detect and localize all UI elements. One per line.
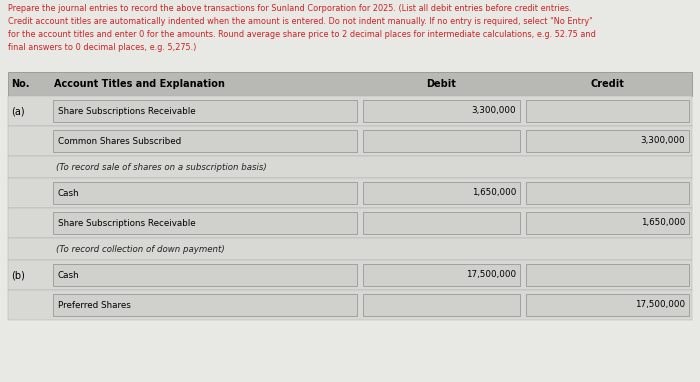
Text: Credit account titles are automatically indented when the amount is entered. Do : Credit account titles are automatically … [8, 17, 593, 26]
FancyBboxPatch shape [363, 130, 520, 152]
FancyBboxPatch shape [8, 260, 692, 290]
FancyBboxPatch shape [8, 72, 692, 96]
Text: Preferred Shares: Preferred Shares [58, 301, 131, 309]
FancyBboxPatch shape [8, 290, 692, 320]
FancyBboxPatch shape [53, 264, 357, 286]
FancyBboxPatch shape [363, 294, 520, 316]
Text: (b): (b) [11, 270, 25, 280]
FancyBboxPatch shape [526, 264, 689, 286]
FancyBboxPatch shape [8, 126, 692, 156]
FancyBboxPatch shape [526, 130, 689, 152]
Text: Share Subscriptions Receivable: Share Subscriptions Receivable [58, 107, 195, 115]
Text: 1,650,000: 1,650,000 [640, 219, 685, 228]
FancyBboxPatch shape [363, 264, 520, 286]
FancyBboxPatch shape [53, 130, 357, 152]
Text: 17,500,000: 17,500,000 [635, 301, 685, 309]
Text: for the account titles and enter 0 for the amounts. Round average share price to: for the account titles and enter 0 for t… [8, 30, 596, 39]
FancyBboxPatch shape [363, 212, 520, 234]
Text: (a): (a) [11, 106, 25, 116]
Text: Cash: Cash [58, 270, 80, 280]
FancyBboxPatch shape [8, 178, 692, 208]
Text: (To record collection of down payment): (To record collection of down payment) [56, 244, 225, 254]
Text: Share Subscriptions Receivable: Share Subscriptions Receivable [58, 219, 195, 228]
FancyBboxPatch shape [53, 294, 357, 316]
FancyBboxPatch shape [526, 294, 689, 316]
Text: 3,300,000: 3,300,000 [640, 136, 685, 146]
FancyBboxPatch shape [363, 182, 520, 204]
Text: Debit: Debit [426, 79, 456, 89]
Text: 1,650,000: 1,650,000 [472, 188, 516, 197]
Text: Account Titles and Explanation: Account Titles and Explanation [54, 79, 225, 89]
FancyBboxPatch shape [8, 96, 692, 126]
FancyBboxPatch shape [53, 100, 357, 122]
FancyBboxPatch shape [53, 212, 357, 234]
Text: Cash: Cash [58, 188, 80, 197]
FancyBboxPatch shape [526, 182, 689, 204]
FancyBboxPatch shape [53, 182, 357, 204]
FancyBboxPatch shape [526, 212, 689, 234]
Text: (To record sale of shares on a subscription basis): (To record sale of shares on a subscript… [56, 162, 267, 172]
Text: Prepare the journal entries to record the above transactions for Sunland Corpora: Prepare the journal entries to record th… [8, 4, 571, 13]
Text: Common Shares Subscribed: Common Shares Subscribed [58, 136, 181, 146]
FancyBboxPatch shape [8, 208, 692, 238]
Text: final answers to 0 decimal places, e.g. 5,275.): final answers to 0 decimal places, e.g. … [8, 43, 197, 52]
FancyBboxPatch shape [526, 100, 689, 122]
FancyBboxPatch shape [8, 238, 692, 260]
Text: Credit: Credit [591, 79, 624, 89]
Text: 3,300,000: 3,300,000 [471, 107, 516, 115]
FancyBboxPatch shape [8, 156, 692, 178]
Text: No.: No. [11, 79, 29, 89]
FancyBboxPatch shape [363, 100, 520, 122]
Text: 17,500,000: 17,500,000 [466, 270, 516, 280]
